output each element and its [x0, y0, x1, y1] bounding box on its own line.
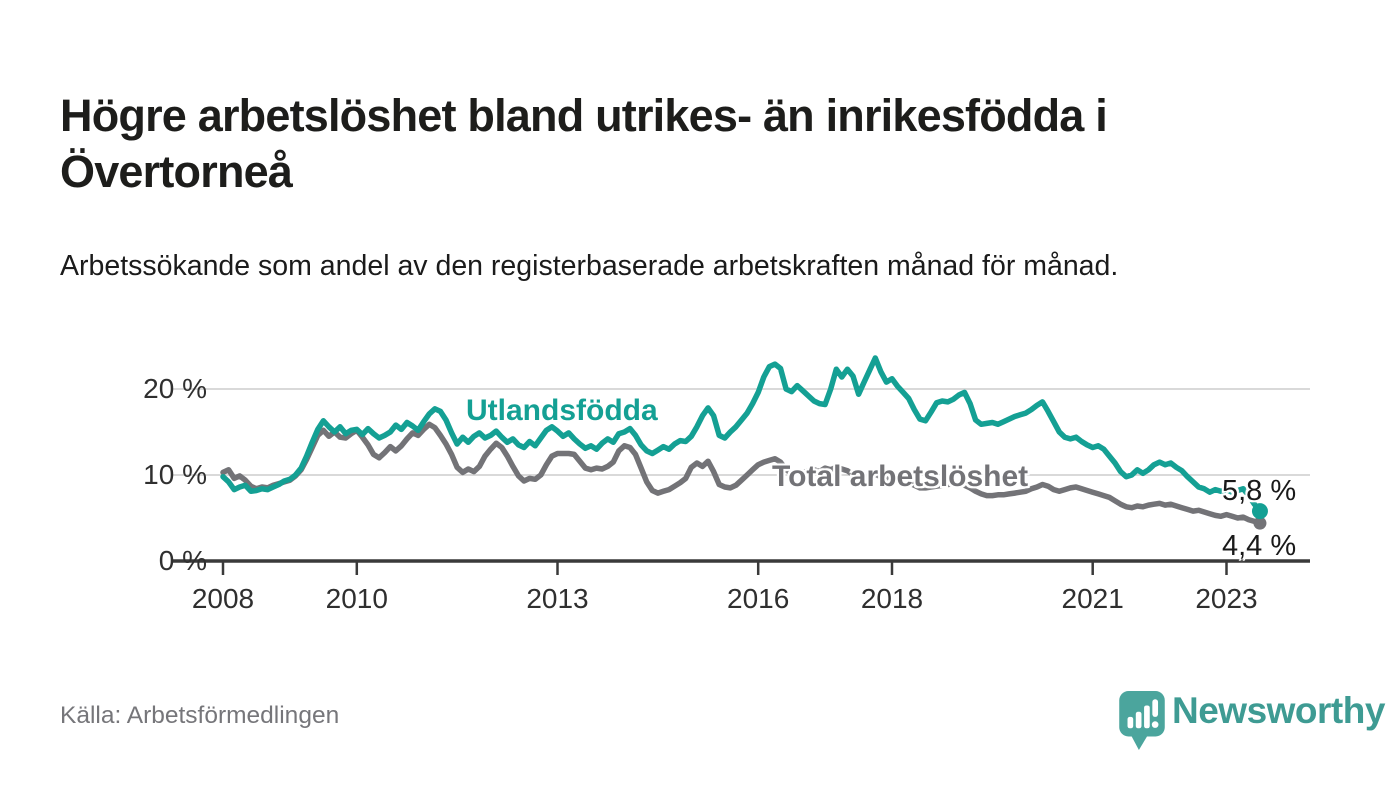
x-axis-tick-label: 2008 — [191, 583, 255, 614]
x-axis-tick-label: 2021 — [1061, 583, 1124, 614]
page-title: Högre arbetslöshet bland utrikes- än inr… — [60, 90, 1108, 198]
end-point-dot-utlandsfodda — [1251, 503, 1268, 520]
line-series-utlandsfodda — [220, 355, 1263, 514]
y-axis-tick-label: 0 % — [158, 545, 207, 576]
y-axis-tick-label: 20 % — [143, 373, 207, 404]
x-axis-tick-label: 2016 — [727, 583, 790, 614]
x-axis-tick-label: 2013 — [526, 583, 589, 614]
series-label-total-arbetsloshet: Total arbetslöshet — [772, 460, 1029, 493]
source-attribution: Källa: Arbetsförmedlingen — [60, 702, 340, 729]
x-axis-tick-label: 2018 — [860, 583, 924, 614]
y-axis-tick-label: 10 % — [143, 459, 207, 490]
end-point-dot-total — [1253, 516, 1267, 530]
series-label-utlandsfodda: Utlandsfödda — [466, 394, 658, 427]
newsworthy-logo-icon — [1119, 691, 1165, 750]
brand-name: Newsworthy — [1172, 690, 1385, 731]
end-value-label-utlandsfodda: 5,8 % — [1222, 475, 1297, 507]
end-value-label-total: 4,4 % — [1222, 530, 1297, 562]
chart-subtitle: Arbetssökande som andel av den registerb… — [60, 249, 1119, 282]
line-series-total — [220, 421, 1263, 526]
x-axis-tick-label: 2010 — [325, 583, 388, 614]
x-axis-tick-label: 2023 — [1195, 583, 1258, 614]
